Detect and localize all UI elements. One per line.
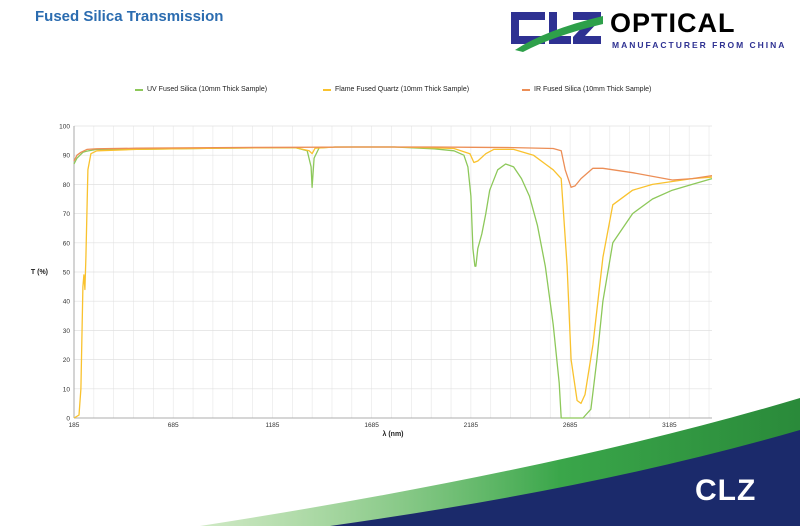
decorative-swoosh-navy — [330, 430, 800, 526]
chart-axes: 0 10 20 30 40 50 60 70 80 90 100 185 685 1185 1685 2185… — [59, 124, 712, 429]
y-tick-label: 100 — [59, 124, 70, 131]
series-line-flame-fused-quartz — [73, 146, 713, 419]
legend-item-flame: Flame Fused Quartz (10mm Thick Sample) — [323, 86, 469, 93]
chart-series — [73, 146, 713, 419]
corner-logo-mark: CLZ — [695, 474, 757, 507]
x-tick-label: 185 — [69, 422, 80, 429]
logo-mark-icon — [511, 12, 603, 52]
chart-legend: UV Fused Silica (10mm Thick Sample) Flam… — [0, 86, 800, 100]
legend-swatch-uv — [135, 88, 143, 91]
x-tick-label: 685 — [168, 422, 179, 429]
series-line-ir-fused-silica — [73, 146, 713, 188]
y-axis-title: T (%) — [31, 269, 48, 276]
x-axis-title: λ (nm) — [383, 430, 404, 438]
logo-tagline: MANUFACTURER FROM CHINA — [612, 40, 787, 50]
legend-label-uv: UV Fused Silica (10mm Thick Sample) — [147, 86, 268, 93]
y-tick-label: 80 — [63, 182, 71, 189]
company-logo: OPTICAL MANUFACTURER FROM CHINA — [505, 6, 795, 56]
y-tick-label: 90 — [63, 153, 71, 160]
logo-wordmark: OPTICAL — [610, 8, 736, 38]
legend-label-flame: Flame Fused Quartz (10mm Thick Sample) — [335, 86, 470, 93]
x-tick-label: 3185 — [662, 422, 677, 429]
legend-item-ir: IR Fused Silica (10mm Thick Sample) — [522, 86, 651, 93]
x-tick-label: 1185 — [265, 422, 279, 429]
series-line-uv-fused-silica — [73, 146, 713, 419]
x-tick-label: 1685 — [364, 422, 379, 429]
y-tick-label: 60 — [63, 240, 71, 247]
page-title: Fused Silica Transmission — [35, 8, 224, 25]
y-tick-label: 30 — [63, 328, 71, 335]
legend-item-uv: UV Fused Silica (10mm Thick Sample) — [135, 86, 267, 93]
y-tick-label: 10 — [63, 386, 71, 393]
legend-swatch-flame — [323, 88, 331, 91]
x-tick-label: 2685 — [563, 422, 578, 429]
legend-swatch-ir — [522, 88, 530, 91]
legend-label-ir: IR Fused Silica (10mm Thick Sample) — [534, 86, 652, 93]
x-tick-label: 2185 — [464, 422, 479, 429]
y-tick-label: 50 — [63, 270, 71, 277]
y-tick-label: 20 — [63, 357, 71, 364]
y-tick-label: 40 — [63, 299, 71, 306]
y-tick-label: 70 — [63, 211, 71, 218]
y-tick-label: 0 — [66, 416, 70, 423]
